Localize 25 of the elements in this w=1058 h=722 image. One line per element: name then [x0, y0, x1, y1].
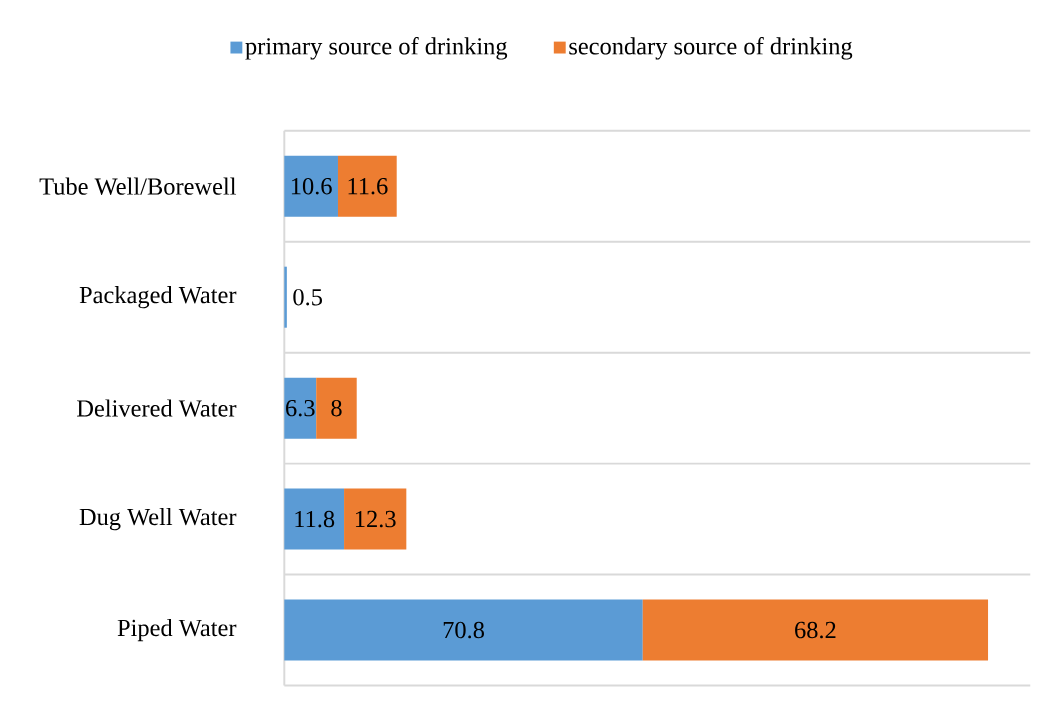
data-label: 12.3 [355, 510, 396, 528]
data-label: 6.3 [286, 399, 315, 417]
bar [337, 155, 397, 217]
data-label: 11.8 [295, 510, 335, 528]
bar [316, 377, 357, 439]
bar [344, 488, 407, 550]
legend-label: secondary source of drinking [569, 37, 853, 60]
bar [284, 155, 338, 217]
data-label: 68.2 [795, 621, 836, 639]
legend-label: primary source of drinking [245, 37, 508, 60]
y-tick-label: Piped Water [117, 618, 237, 642]
bar [284, 599, 643, 661]
data-label: 10.6 [291, 177, 332, 195]
data-label: 11.6 [348, 177, 388, 195]
data-label: 70.8 [443, 621, 484, 639]
y-tick-label: Packaged Water [79, 285, 237, 309]
y-tick-label: Delivered Water [77, 399, 237, 417]
y-tick-label: Dug Well Water [79, 507, 237, 531]
bar [284, 488, 345, 550]
bar [284, 377, 317, 439]
bar [284, 266, 287, 328]
y-tick-label: Tube Well/Borewell [39, 177, 237, 195]
bar [642, 599, 989, 661]
data-label: 8 [331, 399, 342, 417]
data-label: 0.5 [293, 288, 322, 306]
